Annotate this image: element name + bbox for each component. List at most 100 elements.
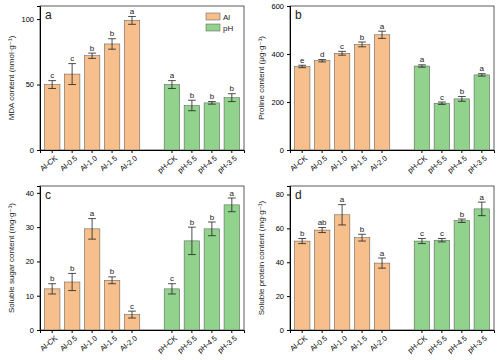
significance-letter: a bbox=[170, 71, 175, 80]
bar bbox=[314, 61, 330, 150]
x-tick-label: pH-3.5 bbox=[466, 154, 489, 175]
marks bbox=[294, 202, 489, 330]
legend-swatch bbox=[206, 24, 220, 31]
legend-label: Al bbox=[223, 13, 230, 22]
bar bbox=[124, 20, 140, 150]
y-tick-mark bbox=[287, 54, 290, 55]
x-tick-mark bbox=[441, 150, 442, 153]
error-bar bbox=[88, 53, 96, 58]
x-tick-label: Al-CK bbox=[288, 334, 309, 353]
error-bar bbox=[68, 273, 76, 290]
bar bbox=[184, 105, 200, 150]
x-tick-mark bbox=[421, 150, 422, 153]
x-tick-mark bbox=[211, 150, 212, 153]
error-bar bbox=[88, 219, 96, 240]
error-bar bbox=[438, 102, 446, 104]
x-tick-label: pH-5.5 bbox=[176, 154, 199, 175]
x-tick-mark bbox=[322, 150, 323, 153]
marks bbox=[44, 198, 239, 330]
error-bar bbox=[168, 284, 176, 294]
significance-letter: b bbox=[460, 210, 465, 219]
bar bbox=[84, 229, 100, 330]
y-tick: 50 bbox=[26, 80, 40, 89]
x-tick-label: pH-5.5 bbox=[426, 334, 449, 355]
chart-container: ccbbaabbbAl-CKAl-0.5Al-1.0Al-1.5Al-2.0pH… bbox=[0, 0, 500, 360]
x-tick-label: Al-1.5 bbox=[98, 154, 119, 173]
error-bar bbox=[298, 239, 306, 244]
bar bbox=[314, 230, 330, 330]
x-tick-mark bbox=[302, 330, 303, 333]
y-tick-label: 50 bbox=[26, 80, 34, 89]
significance-letter: a bbox=[380, 22, 385, 31]
x-tick-label: pH-4.5 bbox=[446, 154, 469, 175]
significance-letter: b bbox=[210, 213, 215, 222]
bar bbox=[44, 289, 60, 330]
error-bar bbox=[48, 284, 56, 294]
y-tick-label: 40 bbox=[276, 258, 284, 267]
x-tick: Al-2.0 bbox=[118, 150, 139, 173]
bar bbox=[414, 66, 430, 150]
x-tick-label: Al-0.5 bbox=[308, 154, 329, 173]
x-tick: Al-1.5 bbox=[348, 150, 369, 173]
bar bbox=[44, 85, 60, 150]
significance-letter: b bbox=[230, 84, 235, 93]
x-tick: Al-CK bbox=[288, 150, 309, 173]
x-tick-label: Al-0.5 bbox=[308, 334, 329, 353]
bar bbox=[84, 56, 100, 150]
significance-letter: b bbox=[360, 33, 365, 42]
x-tick-label: Al-1.0 bbox=[328, 154, 349, 173]
x-tick-mark bbox=[211, 330, 212, 333]
x-tick-label: Al-1.5 bbox=[348, 334, 369, 353]
x-tick: Al-1.5 bbox=[98, 330, 119, 353]
x-tick-label: pH-CK bbox=[156, 334, 179, 355]
error-bar bbox=[228, 94, 236, 102]
x-tick-label: Al-CK bbox=[288, 154, 309, 173]
error-bar bbox=[458, 96, 466, 101]
x-tick-mark bbox=[132, 330, 133, 333]
y-tick: 200 bbox=[271, 98, 290, 107]
bar bbox=[414, 241, 430, 330]
significance-letter: c bbox=[340, 42, 344, 51]
error-bar bbox=[108, 277, 116, 284]
error-bar bbox=[108, 39, 116, 49]
error-bar bbox=[228, 198, 236, 212]
x-axis: Al-CKAl-0.5Al-1.0Al-1.5Al-2.0pH-CKpH-5.5… bbox=[288, 330, 494, 355]
x-tick: Al-1.0 bbox=[328, 330, 349, 353]
bar bbox=[434, 240, 450, 330]
x-tick-mark bbox=[72, 330, 73, 333]
x-tick: Al-CK bbox=[38, 330, 59, 353]
y-tick-mark bbox=[37, 261, 40, 262]
x-tick-mark bbox=[382, 330, 383, 333]
y-tick-mark bbox=[37, 85, 40, 86]
x-tick-mark bbox=[441, 330, 442, 333]
panel-label: a bbox=[45, 8, 52, 22]
error-bar bbox=[68, 64, 76, 85]
bar bbox=[374, 263, 390, 330]
y-axis-line bbox=[37, 7, 41, 151]
x-tick: pH-3.5 bbox=[216, 330, 239, 355]
x-tick-mark bbox=[191, 330, 192, 333]
y-tick-mark bbox=[287, 194, 290, 195]
plot-frame bbox=[40, 6, 244, 150]
x-tick: Al-1.0 bbox=[78, 330, 99, 353]
error-bar bbox=[358, 42, 366, 47]
significance-letter: b bbox=[50, 274, 55, 283]
x-tick-label: pH-CK bbox=[406, 154, 429, 175]
y-tick-mark bbox=[287, 6, 290, 7]
x-tick-label: pH-5.5 bbox=[176, 334, 199, 355]
x-tick-mark bbox=[322, 330, 323, 333]
error-bar bbox=[318, 228, 326, 233]
panel: ccbbaabbbAl-CKAl-0.5Al-1.0Al-1.5Al-2.0pH… bbox=[7, 6, 245, 175]
figure: ccbbaabbbAl-CKAl-0.5Al-1.0Al-1.5Al-2.0pH… bbox=[0, 0, 500, 360]
x-tick: pH-5.5 bbox=[176, 330, 199, 355]
significance-letter: c bbox=[130, 302, 134, 311]
plot-frame bbox=[290, 6, 494, 150]
x-tick-label: Al-2.0 bbox=[118, 334, 139, 353]
bar bbox=[454, 221, 470, 330]
panel-label: c bbox=[45, 188, 51, 202]
bar bbox=[454, 99, 470, 150]
significance-letter: e bbox=[300, 56, 305, 65]
x-tick: Al-2.0 bbox=[118, 330, 139, 353]
y-tick: 0 bbox=[30, 326, 40, 335]
y-tick-mark bbox=[37, 296, 40, 297]
